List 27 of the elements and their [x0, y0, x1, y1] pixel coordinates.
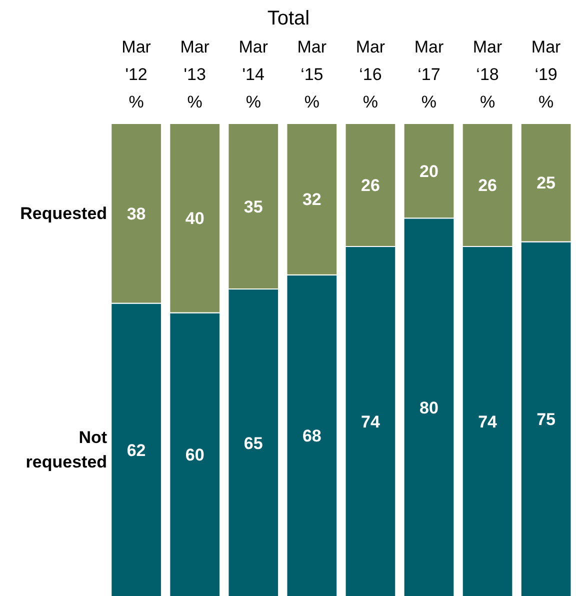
chart-title: Total — [267, 8, 310, 30]
data-label: 32 — [302, 190, 322, 210]
data-label: 35 — [244, 197, 263, 216]
x-tick-label: Mar ‘16 % — [356, 37, 386, 112]
series-label: Requested — [20, 204, 108, 223]
data-label: 26 — [478, 176, 497, 195]
x-tick-label: Mar ‘15 % — [297, 37, 327, 112]
x-tick-label: Mar '12 % — [122, 37, 152, 112]
data-label: 62 — [126, 440, 146, 460]
data-label: 40 — [185, 209, 204, 228]
data-label: 26 — [360, 176, 380, 195]
data-label: 74 — [360, 412, 380, 432]
data-label: 60 — [185, 446, 204, 465]
x-tick-label: Mar ‘19 % — [531, 37, 562, 112]
data-label: 75 — [536, 410, 556, 430]
x-tick-label: Mar ‘17 % — [414, 37, 444, 112]
data-label: 65 — [244, 434, 263, 453]
data-label: 74 — [478, 412, 498, 432]
data-label: 68 — [302, 426, 322, 446]
data-label: 25 — [536, 174, 556, 193]
series-label: Not requested — [26, 428, 108, 472]
data-label: 80 — [420, 398, 438, 418]
data-label: 38 — [126, 204, 146, 224]
x-tick-label: Mar '13 % — [180, 37, 210, 112]
x-tick-label: Mar ‘18 % — [472, 37, 502, 112]
data-label: 20 — [420, 162, 438, 181]
x-tick-label: Mar '14 % — [238, 37, 268, 112]
